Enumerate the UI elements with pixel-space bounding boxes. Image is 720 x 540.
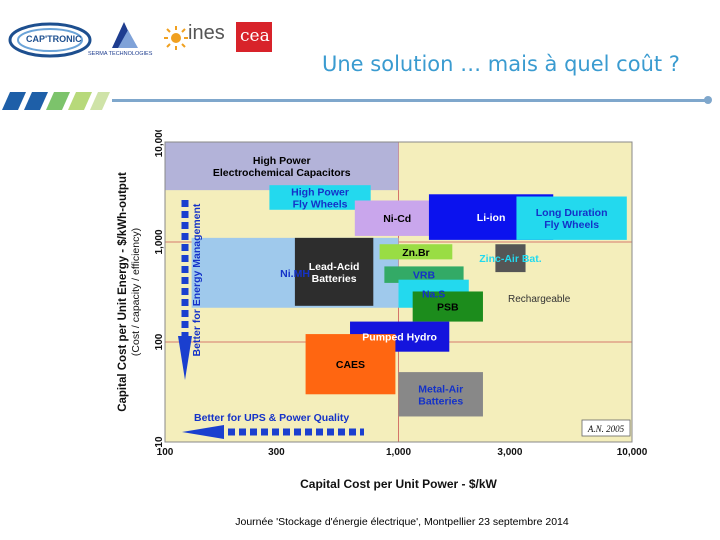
chart-svg: High Power Electrochemical CapacitorsHigh… bbox=[117, 126, 648, 491]
region-label: Metal-Air Batteries bbox=[418, 383, 463, 407]
cea-logo-text: cea bbox=[240, 26, 270, 46]
ines-logo-text: ines bbox=[188, 22, 225, 44]
storage-cost-chart: High Power Electrochemical Capacitors High… bbox=[112, 126, 648, 508]
x-tick-label: 1,000 bbox=[386, 447, 411, 458]
y-axis-subtitle: (Cost / capacity / efficiency) bbox=[130, 228, 142, 356]
region-label: Pumped Hydro bbox=[362, 332, 437, 344]
region-label-line: Long Duration bbox=[536, 207, 608, 219]
region-label-line: Zinc-Air Bat. bbox=[479, 253, 542, 265]
region-ni-cd bbox=[354, 200, 440, 236]
region-label: Li-ion bbox=[477, 212, 506, 224]
captronic-mark-icon bbox=[8, 22, 92, 58]
region-label: Ni.MH bbox=[280, 268, 310, 280]
slide-footer: Journée 'Stockage d'énergie électrique',… bbox=[128, 510, 676, 534]
region-high-power-electrochemical-capacitors bbox=[165, 142, 399, 191]
region-zinc-air-bat- bbox=[495, 244, 526, 273]
region-label-line: Electrochemical Capacitors bbox=[213, 167, 351, 179]
stripe-block bbox=[24, 92, 48, 110]
ines-logo: ines bbox=[164, 20, 230, 60]
region-label-line: PSB bbox=[437, 302, 459, 314]
logo-strip: CAP'TRONIC SERMA TECHNOLOGIES ines cea bbox=[4, 18, 288, 62]
header-rule-dot bbox=[704, 96, 712, 104]
sun-icon bbox=[164, 26, 188, 50]
region-label: High Power Fly Wheels bbox=[291, 186, 349, 210]
stripe-block bbox=[2, 92, 26, 110]
region-label: Long Duration Fly Wheels bbox=[536, 207, 608, 231]
region-label: Zn.Br bbox=[402, 247, 429, 259]
region-label: PSB bbox=[437, 302, 459, 314]
y-axis-title: Capital Cost per Unit Energy - $/kWh-out… bbox=[117, 172, 129, 412]
serma-logo-text: SERMA TECHNOLOGIES bbox=[88, 51, 153, 57]
region-label: Zinc-Air Bat. bbox=[479, 253, 542, 265]
region-vrb bbox=[384, 266, 464, 283]
region-label-line: Metal-Air bbox=[418, 383, 463, 395]
y-tick-label: 10,000 bbox=[154, 130, 165, 157]
region-label: Ni-Cd bbox=[383, 213, 411, 225]
x-tick-label: 100 bbox=[157, 447, 174, 458]
stripe-block bbox=[90, 92, 110, 110]
region-label-line: Pumped Hydro bbox=[362, 332, 437, 344]
credit-box bbox=[581, 419, 631, 437]
region-label-line: Lead-Acid bbox=[309, 261, 360, 273]
region-lead-acid-batteries bbox=[294, 237, 374, 306]
x-tick-label: 300 bbox=[268, 447, 285, 458]
region-label-line: High Power bbox=[291, 186, 349, 198]
ups-arrow-head bbox=[182, 425, 224, 439]
y-tick-label: 1,000 bbox=[154, 229, 165, 254]
region-label: VRB bbox=[413, 270, 436, 282]
region-long-duration-fly-wheels bbox=[516, 196, 627, 240]
plot-frame bbox=[164, 141, 633, 443]
region-label-line: Zn.Br bbox=[402, 247, 429, 259]
region-label-line: Batteries bbox=[418, 395, 463, 407]
stripe-block bbox=[46, 92, 70, 110]
energy-management-label: Better for Energy Management bbox=[191, 203, 203, 356]
region-zn-br bbox=[379, 244, 453, 260]
serma-logo: SERMA TECHNOLOGIES bbox=[88, 18, 160, 62]
region-label-line: Li-ion bbox=[477, 212, 506, 224]
slide-title: Une solution … mais à quel coût ? bbox=[322, 52, 680, 76]
y-tick-label: 100 bbox=[154, 333, 165, 350]
region-label-line: High Power bbox=[253, 155, 311, 167]
region-label-line: Na.S bbox=[422, 289, 445, 301]
x-tick-label: 10,000 bbox=[617, 447, 648, 458]
header-rule bbox=[112, 99, 708, 102]
cea-logo: cea bbox=[236, 22, 272, 52]
region-label: Na.S bbox=[422, 289, 445, 301]
region-label-line: Batteries bbox=[312, 273, 357, 285]
region-label-line: CAES bbox=[336, 359, 365, 371]
energy-arrow-head bbox=[178, 336, 192, 380]
region-label: High Power Electrochemical Capacitors bbox=[213, 155, 351, 179]
region-label: CAES bbox=[336, 359, 365, 371]
ups-label: Better for UPS & Power Quality bbox=[194, 412, 349, 424]
region-label-line: VRB bbox=[413, 270, 436, 282]
region-label-line: Fly Wheels bbox=[293, 198, 348, 210]
header-stripe bbox=[2, 92, 712, 110]
region-label-line: Ni.MH bbox=[280, 268, 310, 280]
x-axis-title: Capital Cost per Unit Power - $/kW bbox=[300, 477, 497, 491]
credit-label: A.N. 2005 bbox=[587, 424, 625, 434]
captronic-logo-text: CAP'TRONIC bbox=[26, 34, 82, 44]
region-caes bbox=[305, 334, 396, 395]
region-high-power-fly-wheels bbox=[269, 185, 371, 210]
captronic-logo: CAP'TRONIC bbox=[6, 20, 102, 60]
region-label: Lead-Acid Batteries bbox=[309, 261, 360, 285]
serma-mark-icon bbox=[112, 22, 138, 48]
y-tick-label: 10 bbox=[154, 436, 165, 448]
stripe-block bbox=[68, 92, 92, 110]
region-metal-air-batteries bbox=[398, 372, 483, 417]
region-psb bbox=[412, 291, 483, 322]
rechargeable-label: Rechargeable bbox=[508, 294, 571, 305]
region-label-line: Ni-Cd bbox=[383, 213, 411, 225]
x-tick-label: 3,000 bbox=[497, 447, 522, 458]
region-label-line: Fly Wheels bbox=[544, 219, 599, 231]
